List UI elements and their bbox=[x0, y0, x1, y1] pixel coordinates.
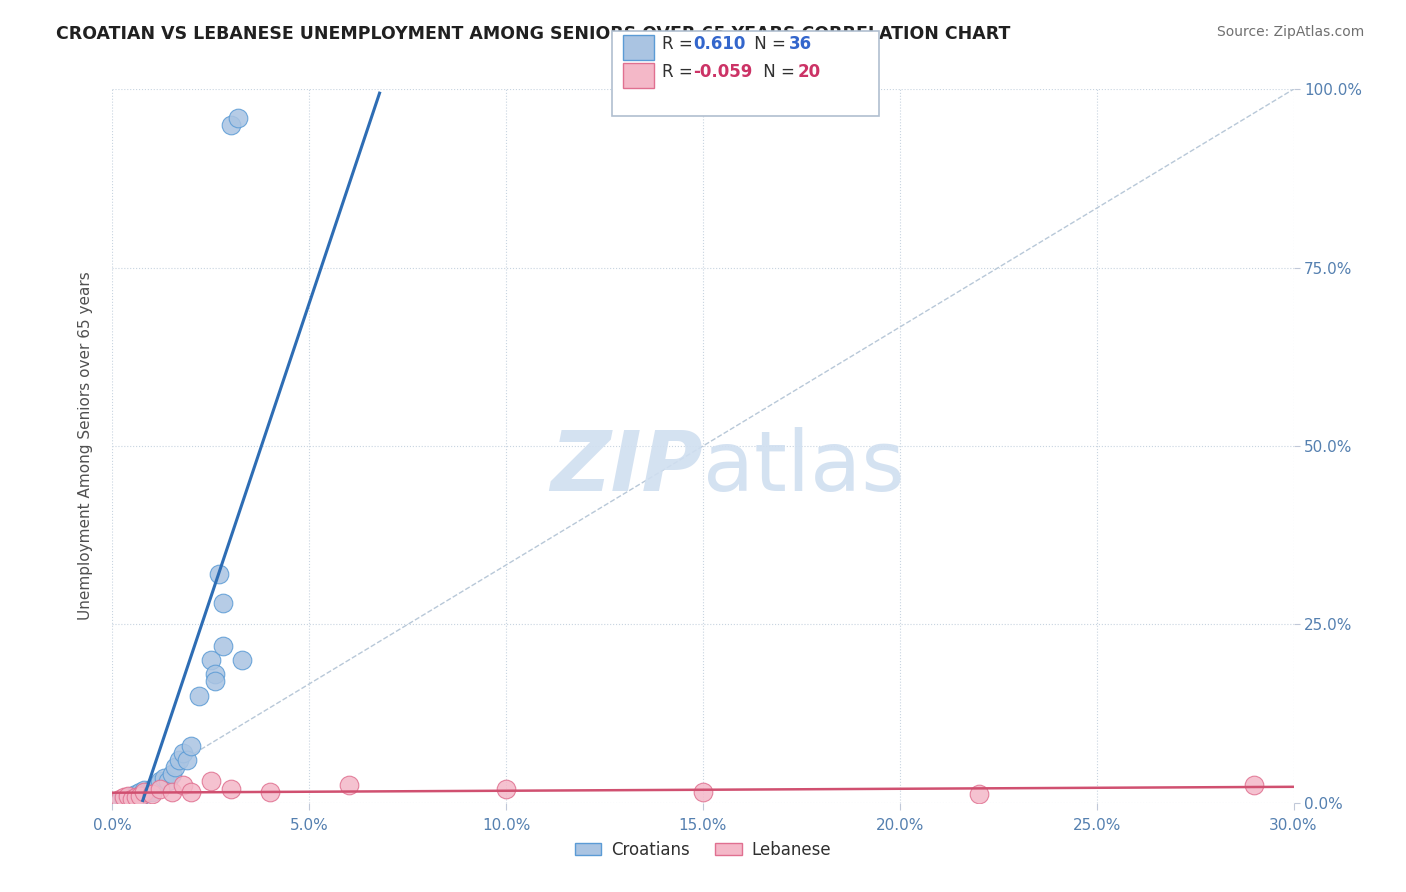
Text: R =: R = bbox=[662, 35, 699, 53]
Point bbox=[125, 787, 148, 801]
Point bbox=[200, 653, 222, 667]
Point bbox=[136, 785, 159, 799]
Point bbox=[180, 785, 202, 799]
Point bbox=[176, 753, 198, 767]
Point bbox=[149, 781, 172, 796]
Point bbox=[180, 739, 202, 753]
Point bbox=[188, 689, 211, 703]
Point bbox=[141, 781, 163, 796]
Point bbox=[112, 792, 135, 806]
Point bbox=[160, 767, 183, 781]
Point bbox=[129, 785, 152, 799]
Text: N =: N = bbox=[758, 63, 800, 81]
Point bbox=[337, 778, 360, 792]
Point bbox=[112, 790, 135, 805]
Point bbox=[149, 774, 172, 789]
Text: 0.610: 0.610 bbox=[693, 35, 745, 53]
Point bbox=[156, 774, 179, 789]
Point bbox=[132, 787, 155, 801]
Point bbox=[132, 783, 155, 797]
Point bbox=[112, 794, 135, 808]
Point bbox=[228, 111, 250, 125]
Point bbox=[141, 785, 163, 799]
Point bbox=[211, 596, 233, 610]
Point bbox=[121, 789, 143, 803]
Point bbox=[208, 567, 231, 582]
Point bbox=[259, 785, 281, 799]
Text: ZIP: ZIP bbox=[550, 427, 703, 508]
Point bbox=[110, 792, 132, 806]
Point bbox=[1243, 778, 1265, 792]
Text: CROATIAN VS LEBANESE UNEMPLOYMENT AMONG SENIORS OVER 65 YEARS CORRELATION CHART: CROATIAN VS LEBANESE UNEMPLOYMENT AMONG … bbox=[56, 25, 1011, 43]
Point bbox=[231, 653, 253, 667]
Point bbox=[204, 667, 226, 681]
Text: 36: 36 bbox=[789, 35, 811, 53]
Point bbox=[125, 790, 148, 805]
Point bbox=[172, 778, 194, 792]
Text: N =: N = bbox=[749, 35, 792, 53]
Point bbox=[495, 781, 517, 796]
Point bbox=[117, 789, 139, 803]
Legend: Croatians, Lebanese: Croatians, Lebanese bbox=[568, 835, 838, 866]
Point bbox=[141, 787, 163, 801]
Point bbox=[121, 791, 143, 805]
Point bbox=[125, 790, 148, 805]
Point bbox=[117, 791, 139, 805]
Point bbox=[117, 790, 139, 805]
Point bbox=[211, 639, 233, 653]
Point bbox=[204, 674, 226, 689]
Text: 20: 20 bbox=[797, 63, 820, 81]
Point bbox=[169, 753, 191, 767]
Point bbox=[692, 785, 714, 799]
Point bbox=[165, 760, 187, 774]
Point bbox=[121, 792, 143, 806]
Text: -0.059: -0.059 bbox=[693, 63, 752, 81]
Point bbox=[145, 778, 167, 792]
Text: R =: R = bbox=[662, 63, 699, 81]
Text: Source: ZipAtlas.com: Source: ZipAtlas.com bbox=[1216, 25, 1364, 39]
Point bbox=[160, 785, 183, 799]
Point bbox=[219, 781, 242, 796]
Y-axis label: Unemployment Among Seniors over 65 years: Unemployment Among Seniors over 65 years bbox=[79, 272, 93, 620]
Text: atlas: atlas bbox=[703, 427, 904, 508]
Point bbox=[129, 789, 152, 803]
Point bbox=[200, 774, 222, 789]
Point bbox=[219, 118, 242, 132]
Point bbox=[129, 789, 152, 803]
Point bbox=[152, 771, 174, 785]
Point bbox=[967, 787, 990, 801]
Point bbox=[110, 794, 132, 808]
Point bbox=[132, 785, 155, 799]
Point bbox=[172, 746, 194, 760]
